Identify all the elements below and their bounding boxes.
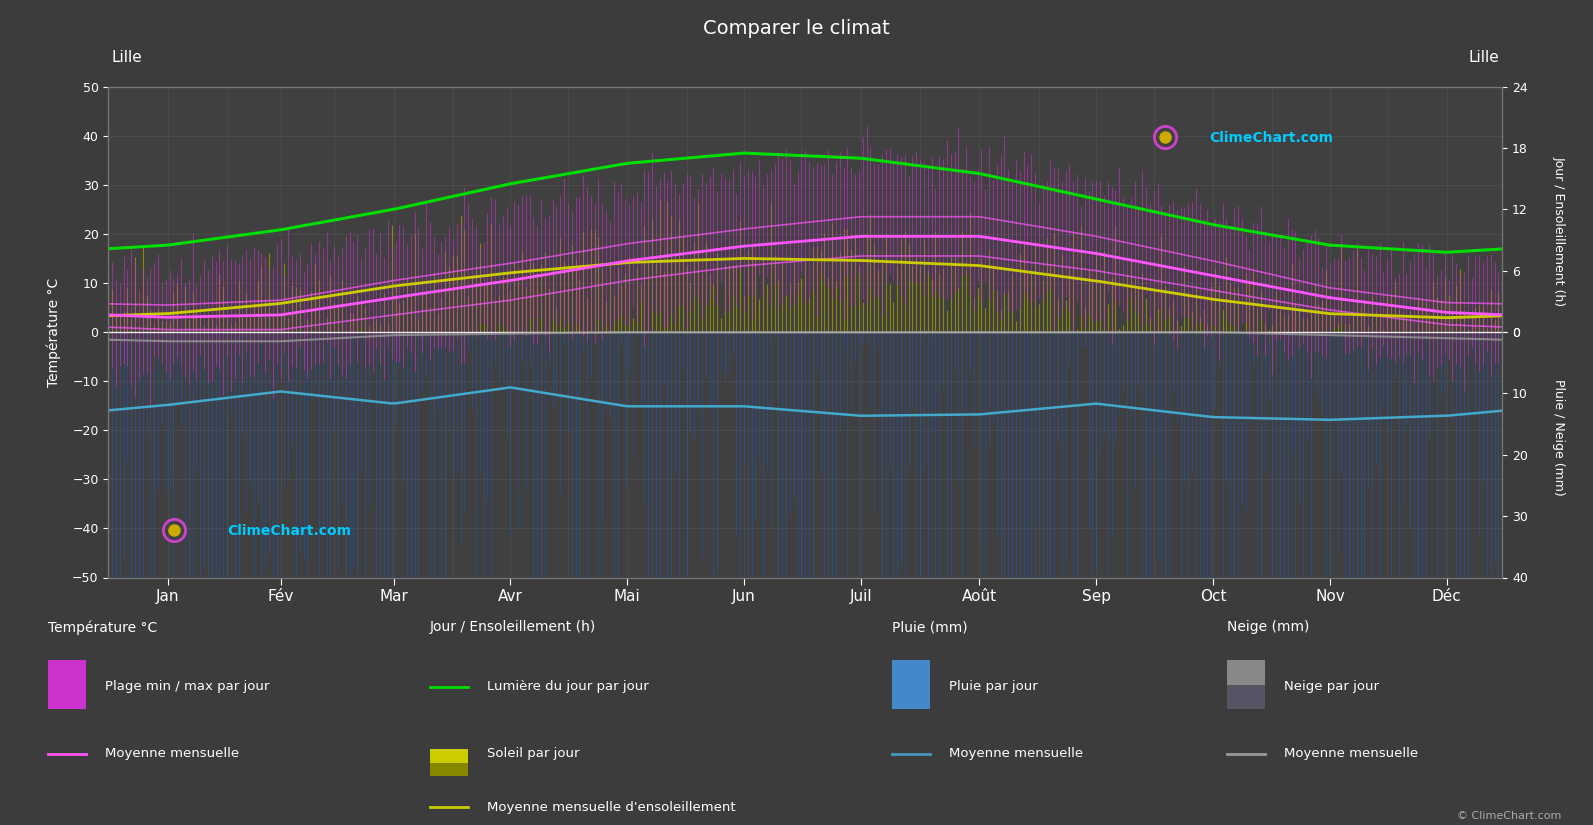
FancyBboxPatch shape	[430, 749, 468, 776]
Text: Température °C: Température °C	[48, 620, 158, 634]
FancyBboxPatch shape	[892, 660, 930, 710]
Text: Plage min / max par jour: Plage min / max par jour	[105, 681, 269, 693]
Text: Pluie par jour: Pluie par jour	[949, 681, 1039, 693]
FancyBboxPatch shape	[1227, 660, 1265, 710]
Text: ClimeChart.com: ClimeChart.com	[1209, 131, 1333, 145]
Text: Lille: Lille	[112, 50, 142, 64]
Text: Moyenne mensuelle d'ensoleillement: Moyenne mensuelle d'ensoleillement	[487, 801, 736, 813]
Text: Neige par jour: Neige par jour	[1284, 681, 1380, 693]
FancyBboxPatch shape	[48, 660, 86, 710]
Text: © ClimeChart.com: © ClimeChart.com	[1456, 810, 1561, 821]
Text: Jour / Ensoleillement (h): Jour / Ensoleillement (h)	[1552, 156, 1566, 306]
FancyBboxPatch shape	[1227, 685, 1265, 710]
Text: Lille: Lille	[1469, 50, 1499, 64]
Text: Jour / Ensoleillement (h): Jour / Ensoleillement (h)	[430, 620, 596, 634]
FancyBboxPatch shape	[430, 749, 468, 762]
Text: Neige (mm): Neige (mm)	[1227, 620, 1309, 634]
Text: Moyenne mensuelle: Moyenne mensuelle	[949, 747, 1083, 760]
Text: ClimeChart.com: ClimeChart.com	[226, 524, 350, 538]
Text: Moyenne mensuelle: Moyenne mensuelle	[105, 747, 239, 760]
Text: Comparer le climat: Comparer le climat	[703, 19, 890, 39]
Text: Pluie (mm): Pluie (mm)	[892, 620, 967, 634]
Y-axis label: Température °C: Température °C	[46, 277, 61, 387]
Text: Moyenne mensuelle: Moyenne mensuelle	[1284, 747, 1418, 760]
Text: Lumière du jour par jour: Lumière du jour par jour	[487, 681, 650, 693]
Text: Pluie / Neige (mm): Pluie / Neige (mm)	[1552, 379, 1566, 496]
Text: Soleil par jour: Soleil par jour	[487, 747, 580, 760]
